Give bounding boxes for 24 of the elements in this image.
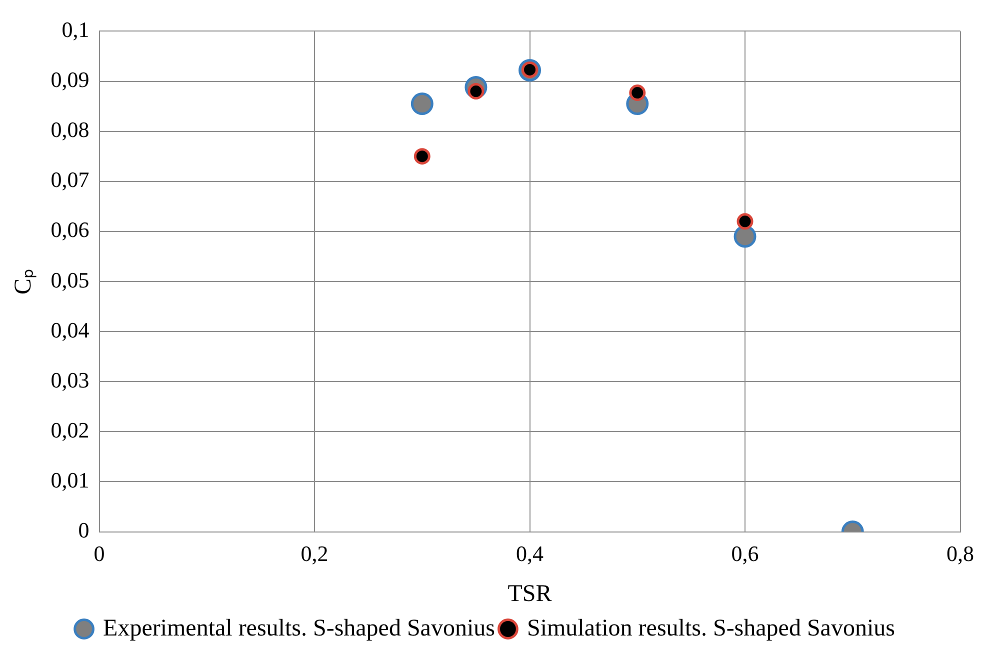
y-tick-label: 0,03 xyxy=(50,367,90,392)
point xyxy=(414,148,430,165)
legend-label: Simulation results. S-shaped Savonius xyxy=(526,615,895,642)
point xyxy=(629,84,646,102)
x-axis-title: TSR xyxy=(508,580,552,607)
y-tick-label: 0,01 xyxy=(50,468,90,493)
y-tick-label: 0,09 xyxy=(50,67,90,92)
y-tick-label: 0,04 xyxy=(50,317,90,342)
y-tick-label: 0,06 xyxy=(50,217,90,242)
legend-label: Experimental results. S-shaped Savonius xyxy=(103,615,495,642)
y-tick-label: 0,05 xyxy=(50,267,90,292)
y-tick-label: 0 xyxy=(78,518,90,543)
point xyxy=(410,92,434,116)
x-tick-label: 0 xyxy=(94,540,105,566)
point xyxy=(736,213,754,230)
y-tick-label: 0,1 xyxy=(62,16,90,42)
y-tick-label: 0,02 xyxy=(50,417,90,442)
x-tick-label: 0,2 xyxy=(300,540,328,566)
x-tick-label: 0,6 xyxy=(731,540,759,566)
x-tick-label: 0,8 xyxy=(946,540,974,566)
y-tick-label: 0,08 xyxy=(50,117,90,142)
x-tick-label: 0,4 xyxy=(516,540,544,566)
y-tick-label: 0,07 xyxy=(50,167,90,192)
y-axis-title: Cₚ xyxy=(10,268,37,295)
